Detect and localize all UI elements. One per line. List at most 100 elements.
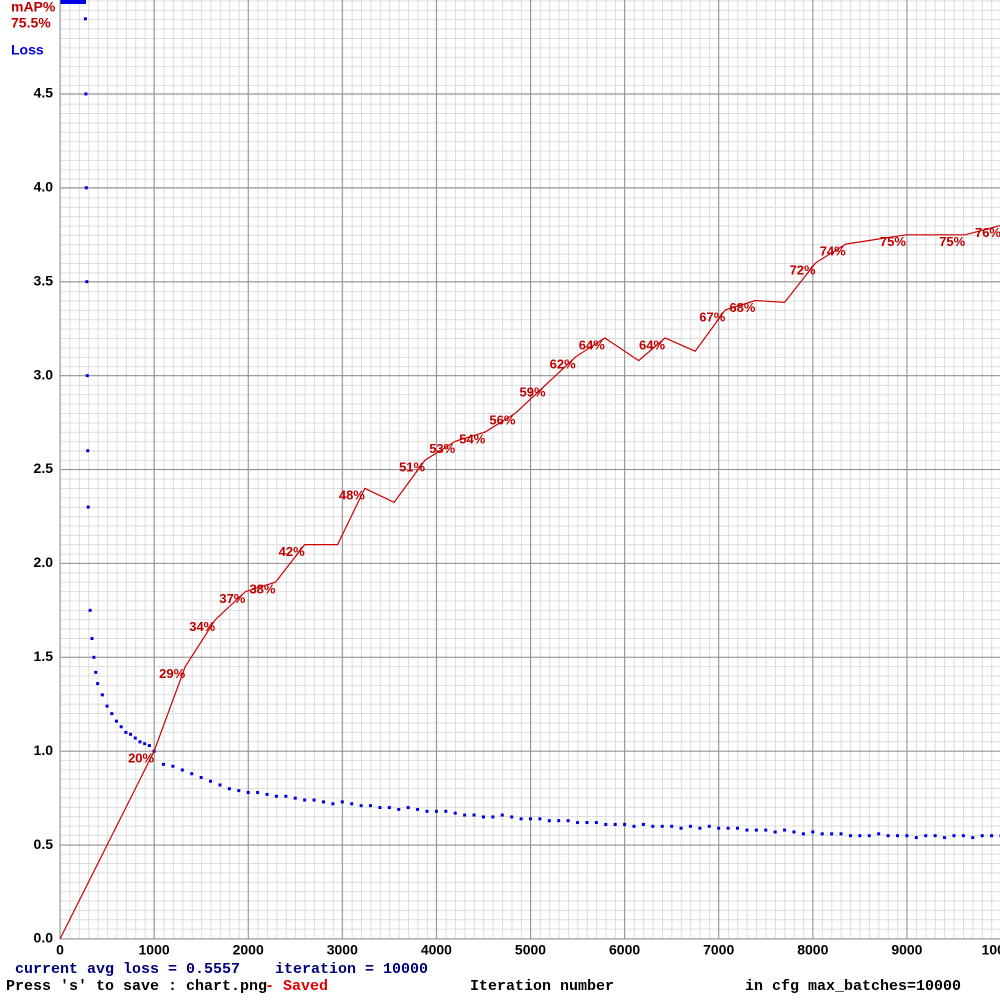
loss-point bbox=[85, 374, 89, 378]
map-value-label: 64% bbox=[639, 337, 665, 352]
y-tick-label: 1.5 bbox=[34, 648, 54, 664]
map-value-label: 20% bbox=[128, 751, 154, 766]
loss-point bbox=[88, 608, 92, 612]
loss-point bbox=[425, 809, 429, 813]
loss-point bbox=[406, 806, 410, 810]
map-value-label: 54% bbox=[459, 431, 485, 446]
loss-point bbox=[246, 791, 250, 795]
map-value-label: 42% bbox=[279, 544, 305, 559]
loss-point bbox=[613, 822, 617, 826]
loss-point bbox=[736, 826, 740, 830]
loss-point bbox=[350, 802, 354, 806]
status-loss: current avg loss = 0.5557 bbox=[15, 961, 240, 978]
map-label: mAP% bbox=[11, 0, 56, 15]
loss-point bbox=[340, 800, 344, 804]
x-tick-label: 0 bbox=[56, 942, 64, 958]
loss-point bbox=[472, 813, 476, 817]
loss-point bbox=[670, 824, 674, 828]
loss-point bbox=[585, 821, 589, 825]
loss-point bbox=[199, 775, 203, 779]
loss-point bbox=[284, 794, 288, 798]
loss-point bbox=[227, 787, 231, 791]
x-tick-label: 9000 bbox=[891, 942, 922, 958]
x-tick-label: 1000 bbox=[139, 942, 170, 958]
loss-point bbox=[256, 791, 260, 795]
loss-point bbox=[500, 813, 504, 817]
loss-point bbox=[510, 815, 514, 819]
loss-point bbox=[90, 637, 94, 641]
loss-point bbox=[85, 280, 89, 284]
loss-point bbox=[397, 807, 401, 811]
save-state: - Saved bbox=[265, 978, 328, 995]
loss-point bbox=[274, 794, 278, 798]
loss-point bbox=[100, 693, 104, 697]
loss-point bbox=[632, 824, 636, 828]
loss-point bbox=[491, 815, 495, 819]
y-tick-label: 2.0 bbox=[34, 554, 54, 570]
map-value-label: 37% bbox=[219, 591, 245, 606]
loss-point bbox=[92, 655, 96, 659]
loss-marker bbox=[60, 0, 86, 4]
map-value-label: 29% bbox=[159, 666, 185, 681]
loss-point bbox=[688, 824, 692, 828]
map-value-label: 56% bbox=[489, 413, 515, 428]
loss-point bbox=[924, 834, 928, 838]
loss-point bbox=[481, 815, 485, 819]
x-tick-label: 5000 bbox=[515, 942, 546, 958]
loss-point bbox=[265, 792, 269, 796]
loss-point bbox=[594, 821, 598, 825]
loss-point bbox=[952, 834, 956, 838]
map-value-label: 75% bbox=[880, 234, 906, 249]
loss-point bbox=[895, 834, 899, 838]
loss-point bbox=[110, 712, 114, 716]
loss-point bbox=[914, 836, 918, 840]
loss-point bbox=[811, 830, 815, 834]
y-tick-label: 4.0 bbox=[34, 179, 54, 195]
loss-point bbox=[839, 832, 843, 836]
loss-point bbox=[83, 17, 87, 21]
loss-point bbox=[387, 806, 391, 810]
loss-point bbox=[162, 762, 166, 766]
loss-point bbox=[623, 822, 627, 826]
loss-point bbox=[905, 834, 909, 838]
loss-point bbox=[321, 800, 325, 804]
loss-point bbox=[416, 807, 420, 811]
loss-point bbox=[867, 834, 871, 838]
loss-point bbox=[801, 832, 805, 836]
loss-point bbox=[444, 809, 448, 813]
loss-point bbox=[717, 826, 721, 830]
loss-point bbox=[679, 826, 683, 830]
loss-point bbox=[312, 798, 316, 802]
loss-point bbox=[293, 796, 297, 800]
map-value-label: 75% bbox=[939, 234, 965, 249]
loss-point bbox=[886, 834, 890, 838]
loss-point bbox=[237, 789, 241, 793]
loss-point bbox=[114, 719, 118, 723]
loss-point bbox=[971, 836, 975, 840]
y-tick-label: 0.5 bbox=[34, 836, 54, 852]
loss-point bbox=[190, 772, 194, 776]
x-tick-label: 8000 bbox=[797, 942, 828, 958]
loss-point bbox=[453, 811, 457, 815]
loss-point bbox=[858, 834, 862, 838]
loss-point bbox=[792, 830, 796, 834]
loss-point bbox=[138, 740, 142, 744]
loss-point bbox=[119, 725, 123, 729]
map-value-label: 53% bbox=[429, 441, 455, 456]
loss-point bbox=[773, 830, 777, 834]
loss-point bbox=[369, 804, 373, 808]
map-value-label: 38% bbox=[249, 582, 275, 597]
loss-point bbox=[303, 798, 307, 802]
map-line bbox=[59, 225, 1000, 940]
loss-point bbox=[171, 764, 175, 768]
loss-point bbox=[84, 92, 88, 96]
y-tick-label: 3.5 bbox=[34, 272, 54, 288]
map-value-label: 59% bbox=[520, 384, 546, 399]
loss-point bbox=[124, 730, 128, 734]
loss-point bbox=[538, 817, 542, 821]
save-hint: Press 's' to save : chart.png bbox=[6, 978, 267, 995]
x-tick-label: 4000 bbox=[421, 942, 452, 958]
loss-point bbox=[143, 742, 147, 746]
loss-point bbox=[557, 819, 561, 823]
